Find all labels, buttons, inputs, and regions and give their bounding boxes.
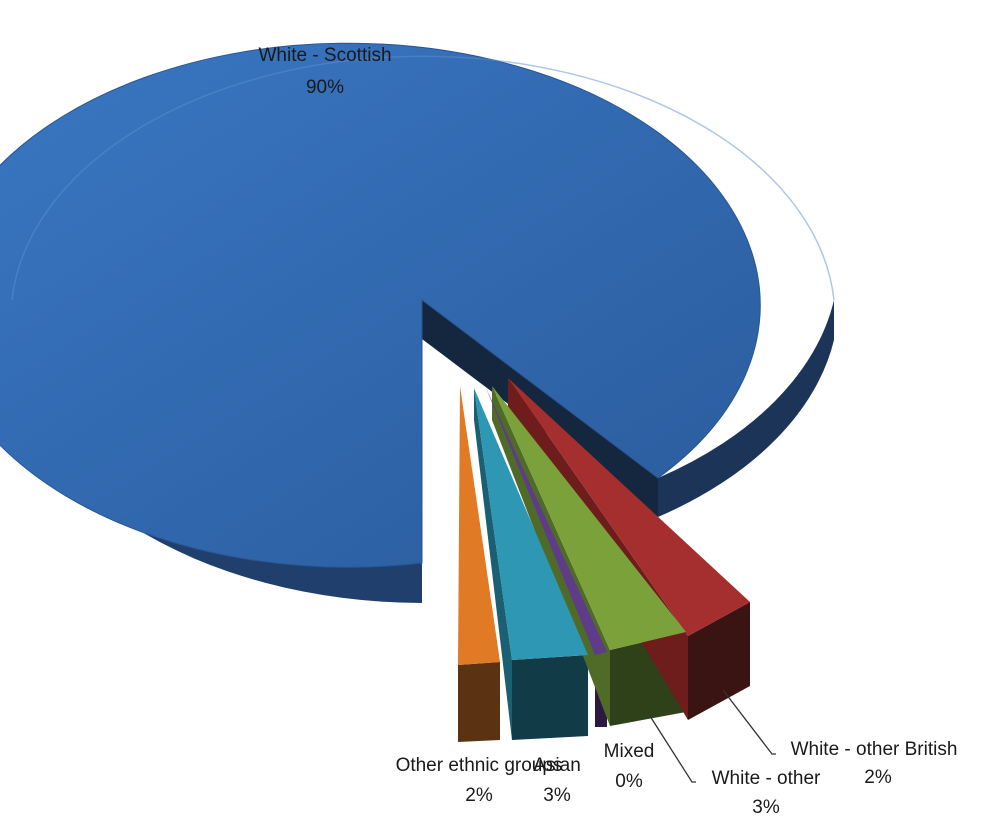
label-asian-name: Asian [533, 755, 581, 776]
leader-line-white-other-british [722, 689, 776, 755]
slice-asian [474, 388, 588, 660]
label-other-ethnic-groups-value: 2% [465, 785, 493, 806]
label-mixed-name: Mixed [604, 741, 655, 762]
label-white-scottish-name: White - Scottish [258, 45, 391, 66]
slice-other-ethnic-groups [458, 386, 500, 665]
slice-asian-wall [474, 388, 512, 740]
label-white-other-british-value: 2% [864, 767, 892, 788]
slice-white-other-british [508, 378, 750, 636]
slice-white-scottish [0, 42, 761, 568]
label-other-ethnic-groups-name: Other ethnic groups [396, 755, 563, 776]
slice-white-scottish-rim [11, 55, 835, 301]
label-asian-value: 3% [543, 785, 571, 806]
slice-other-ethnic-groups-side [458, 662, 500, 742]
slice-asian-side [512, 655, 588, 740]
label-white-other-name: White - other [712, 768, 821, 789]
slice-white-other [492, 386, 686, 650]
label-mixed-value: 0% [615, 771, 643, 792]
slice-mixed [486, 388, 607, 655]
label-white-other-british-name: White - other British [791, 739, 958, 760]
label-white-scottish-value: 90% [306, 77, 344, 98]
leader-line-white-other [649, 715, 696, 783]
slice-white-scottish-outer-wall [658, 300, 834, 517]
label-white-other-value: 3% [752, 797, 780, 818]
slice-white-other-british-side [688, 602, 750, 720]
